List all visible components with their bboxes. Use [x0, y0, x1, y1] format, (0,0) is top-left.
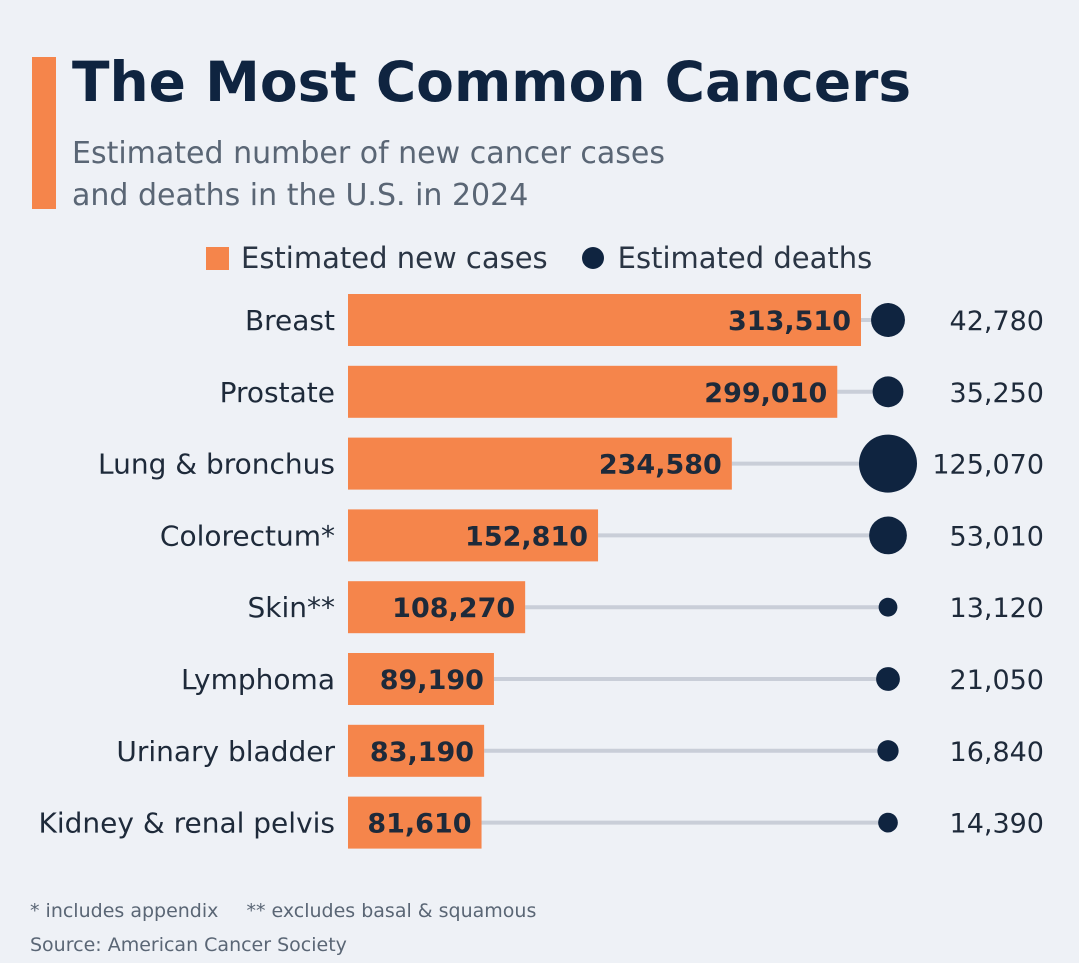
bar-skin — [348, 581, 526, 634]
bar-urinary-bladder — [348, 724, 485, 777]
category-label-prostate: Prostate — [220, 376, 335, 409]
title-accent-bar — [32, 57, 56, 209]
subtitle-line-2: and deaths in the U.S. in 2024 — [72, 178, 529, 213]
footnote-row: * includes appendix ** excludes basal & … — [30, 894, 536, 928]
death-value-label-kidney-renal-pelvis: 14,390 — [950, 809, 1044, 840]
footnote-skin: ** excludes basal & squamous — [246, 900, 537, 922]
bar-value-label-lymphoma: 89,190 — [380, 665, 484, 696]
legend-label-deaths: Estimated deaths — [617, 241, 873, 275]
category-label-breast: Breast — [245, 304, 335, 337]
death-dot-breast — [871, 303, 905, 337]
bar-colorectum — [348, 509, 599, 562]
bar-lymphoma — [348, 653, 494, 705]
bar-prostate — [348, 365, 838, 418]
death-value-label-breast: 42,780 — [950, 306, 1044, 337]
chart-legend: Estimated new cases Estimated deaths — [206, 236, 872, 280]
bar-value-label-breast: 313,510 — [728, 306, 851, 337]
legend-item-cases: Estimated new cases — [206, 241, 548, 275]
death-value-label-lung-bronchus: 125,070 — [932, 450, 1044, 481]
chart-subtitle: Estimated number of new cancer cases and… — [72, 133, 832, 217]
death-dot-kidney-renal-pelvis — [878, 812, 898, 833]
category-label-kidney-renal-pelvis: Kidney & renal pelvis — [38, 807, 335, 840]
bar-value-label-lung-bronchus: 234,580 — [599, 450, 722, 481]
bar-value-label-urinary-bladder: 83,190 — [370, 737, 474, 768]
legend-label-cases: Estimated new cases — [241, 241, 548, 275]
legend-item-deaths: Estimated deaths — [581, 241, 873, 275]
legend-swatch-cases — [206, 246, 229, 270]
bar-lung-bronchus — [348, 437, 732, 490]
death-value-label-colorectum: 53,010 — [950, 521, 1044, 552]
death-value-label-lymphoma: 21,050 — [950, 665, 1044, 696]
death-dot-skin — [878, 597, 898, 617]
bar-breast — [348, 294, 861, 346]
death-dot-lymphoma — [876, 667, 900, 691]
death-dot-urinary-bladder — [877, 740, 899, 762]
legend-swatch-deaths — [581, 247, 604, 269]
bar-value-label-kidney-renal-pelvis: 81,610 — [367, 809, 471, 840]
footnote-appendix: * includes appendix — [30, 900, 219, 922]
bar-kidney-renal-pelvis — [348, 796, 482, 849]
death-dot-colorectum — [869, 516, 907, 555]
chart-title: The Most Common Cancers — [72, 50, 912, 114]
category-label-urinary-bladder: Urinary bladder — [116, 735, 335, 768]
category-label-skin: Skin** — [247, 591, 335, 624]
death-value-label-skin: 13,120 — [950, 593, 1044, 624]
footnotes: * includes appendix ** excludes basal & … — [30, 894, 536, 962]
death-dot-prostate — [872, 376, 904, 408]
bar-value-label-skin: 108,270 — [392, 593, 515, 624]
category-label-colorectum: Colorectum* — [160, 519, 335, 552]
category-label-lymphoma: Lymphoma — [181, 663, 335, 696]
bar-value-label-colorectum: 152,810 — [465, 521, 588, 552]
death-dot-lung-bronchus — [859, 434, 917, 493]
death-value-label-prostate: 35,250 — [950, 378, 1044, 409]
death-value-label-urinary-bladder: 16,840 — [950, 737, 1044, 768]
bar-value-label-prostate: 299,010 — [704, 378, 827, 409]
source-note: Source: American Cancer Society — [30, 934, 347, 956]
category-label-lung-bronchus: Lung & bronchus — [98, 448, 335, 481]
subtitle-line-1: Estimated number of new cancer cases — [72, 136, 666, 171]
